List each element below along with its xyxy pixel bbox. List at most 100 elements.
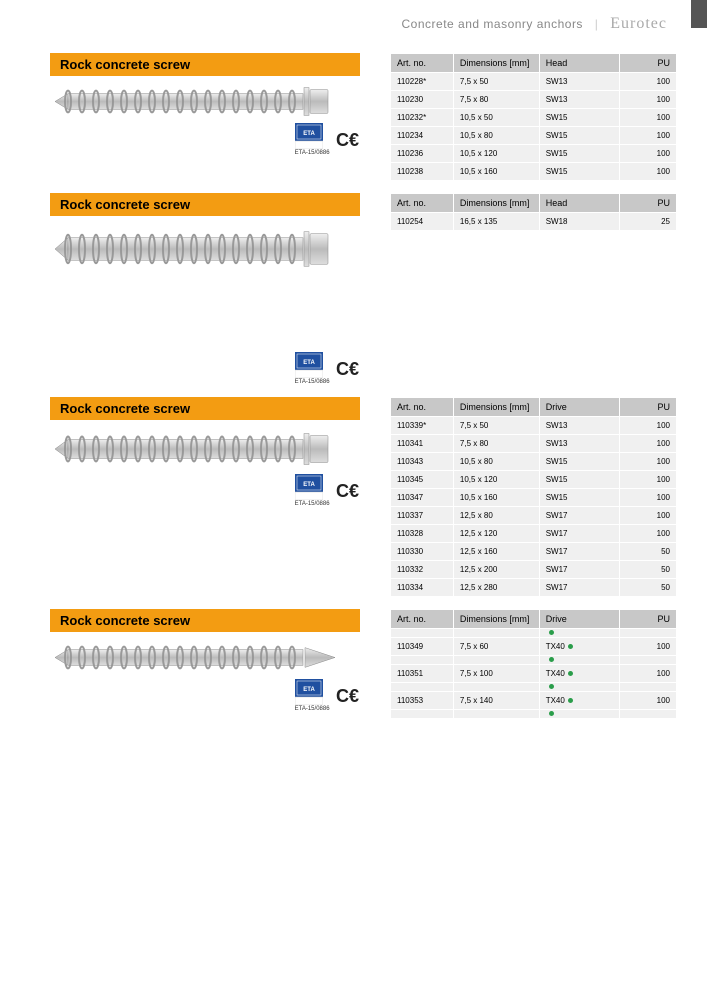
col-header: Art. no. bbox=[391, 54, 454, 73]
table-row: 11033212,5 x 200SW1750 bbox=[391, 561, 677, 579]
cell: 110345 bbox=[391, 471, 454, 489]
col-header: Head bbox=[539, 194, 619, 213]
col-header: Dimensions [mm] bbox=[453, 194, 539, 213]
cell: 12,5 x 200 bbox=[453, 561, 539, 579]
col-header: Art. no. bbox=[391, 194, 454, 213]
screw-image bbox=[50, 640, 390, 675]
cell: TX40 bbox=[539, 692, 619, 710]
cell: 110330 bbox=[391, 543, 454, 561]
dot-icon bbox=[549, 711, 554, 716]
cell: 10,5 x 160 bbox=[453, 489, 539, 507]
cell: 110349 bbox=[391, 638, 454, 656]
dot-icon bbox=[549, 657, 554, 662]
svg-text:C€: C€ bbox=[336, 359, 359, 379]
ce-mark: C€ bbox=[334, 358, 360, 380]
cell: 12,5 x 80 bbox=[453, 507, 539, 525]
cell: 100 bbox=[619, 525, 676, 543]
cell: 110347 bbox=[391, 489, 454, 507]
cell: 100 bbox=[619, 692, 676, 710]
eta-code: ETA-15/0886 bbox=[295, 379, 330, 385]
cell: SW13 bbox=[539, 435, 619, 453]
screw-image bbox=[50, 224, 390, 274]
dot-icon bbox=[568, 644, 573, 649]
table-row: 110339*7,5 x 50SW13100 bbox=[391, 417, 677, 435]
cell: 7,5 x 60 bbox=[453, 638, 539, 656]
cell: 10,5 x 120 bbox=[453, 145, 539, 163]
table-row: 11033412,5 x 280SW1750 bbox=[391, 579, 677, 597]
eta-code: ETA-15/0886 bbox=[295, 706, 330, 712]
table-row: 11023810,5 x 160SW15100 bbox=[391, 163, 677, 181]
cell: 7,5 x 80 bbox=[453, 91, 539, 109]
eta-code: ETA-15/0886 bbox=[295, 501, 330, 507]
table-row: 110232*10,5 x 50SW15100 bbox=[391, 109, 677, 127]
certification-block: ETA ETA-15/0886 C€ bbox=[50, 474, 360, 507]
cell: 110332 bbox=[391, 561, 454, 579]
table-row: 11025416,5 x 135SW1825 bbox=[391, 213, 677, 231]
cell: 10,5 x 120 bbox=[453, 471, 539, 489]
cell: 110353 bbox=[391, 692, 454, 710]
cell: SW17 bbox=[539, 561, 619, 579]
certification-block: ETA ETA-15/0886 C€ bbox=[50, 123, 360, 156]
cell: 110339* bbox=[391, 417, 454, 435]
cell: 100 bbox=[619, 417, 676, 435]
table-row: 110228*7,5 x 50SW13100 bbox=[391, 73, 677, 91]
cell: 110254 bbox=[391, 213, 454, 231]
table-row: 11032812,5 x 120SW17100 bbox=[391, 525, 677, 543]
cell: 16,5 x 135 bbox=[453, 213, 539, 231]
svg-text:C€: C€ bbox=[336, 686, 359, 706]
cell: 100 bbox=[619, 145, 676, 163]
product-section: Rock concrete screw ETA ETA-15/0886 C€ A… bbox=[50, 53, 677, 181]
cell: 10,5 x 50 bbox=[453, 109, 539, 127]
cell: 10,5 x 80 bbox=[453, 127, 539, 145]
cell: 7,5 x 140 bbox=[453, 692, 539, 710]
table-row: 11033712,5 x 80SW17100 bbox=[391, 507, 677, 525]
table-row: 11023410,5 x 80SW15100 bbox=[391, 127, 677, 145]
table-row: 11034710,5 x 160SW15100 bbox=[391, 489, 677, 507]
cell: SW15 bbox=[539, 109, 619, 127]
cell: 110232* bbox=[391, 109, 454, 127]
cell: 110343 bbox=[391, 453, 454, 471]
section-title: Rock concrete screw bbox=[50, 193, 360, 216]
cell: 110236 bbox=[391, 145, 454, 163]
table-row: 1103517,5 x 100TX40100 bbox=[391, 665, 677, 683]
cell: SW18 bbox=[539, 213, 619, 231]
cell: 100 bbox=[619, 127, 676, 145]
table-row: 1103417,5 x 80SW13100 bbox=[391, 435, 677, 453]
cell: 12,5 x 160 bbox=[453, 543, 539, 561]
table-row: 1103497,5 x 60TX40100 bbox=[391, 638, 677, 656]
cell: 50 bbox=[619, 543, 676, 561]
cell: 100 bbox=[619, 163, 676, 181]
cell: 100 bbox=[619, 453, 676, 471]
eta-badge: ETA ETA-15/0886 bbox=[295, 679, 330, 712]
svg-text:ETA: ETA bbox=[303, 131, 315, 137]
dot-icon bbox=[549, 684, 554, 689]
cell: SW15 bbox=[539, 127, 619, 145]
cell: 12,5 x 120 bbox=[453, 525, 539, 543]
table-row: 11034310,5 x 80SW15100 bbox=[391, 453, 677, 471]
spec-table: Art. no.Dimensions [mm]DrivePU 110339*7,… bbox=[390, 397, 677, 597]
spec-table: Art. no.Dimensions [mm]DrivePU 1103497,5… bbox=[390, 609, 677, 719]
cell: TX40 bbox=[539, 665, 619, 683]
cell: SW15 bbox=[539, 145, 619, 163]
col-header: Head bbox=[539, 54, 619, 73]
cell: 7,5 x 80 bbox=[453, 435, 539, 453]
col-header: Drive bbox=[539, 610, 619, 629]
cell: 12,5 x 280 bbox=[453, 579, 539, 597]
eta-badge: ETA ETA-15/0886 bbox=[295, 123, 330, 156]
svg-text:ETA: ETA bbox=[303, 687, 315, 693]
cell: 7,5 x 50 bbox=[453, 417, 539, 435]
ce-mark: C€ bbox=[334, 685, 360, 707]
col-header: PU bbox=[619, 194, 676, 213]
cell: SW15 bbox=[539, 163, 619, 181]
col-header: Dimensions [mm] bbox=[453, 398, 539, 417]
spec-table: Art. no.Dimensions [mm]HeadPU 11025416,5… bbox=[390, 193, 677, 231]
cell: 100 bbox=[619, 435, 676, 453]
cell: 100 bbox=[619, 91, 676, 109]
col-header: PU bbox=[619, 398, 676, 417]
cell: 10,5 x 160 bbox=[453, 163, 539, 181]
cell: 110341 bbox=[391, 435, 454, 453]
cell: SW15 bbox=[539, 471, 619, 489]
cell: SW17 bbox=[539, 507, 619, 525]
cell: 110234 bbox=[391, 127, 454, 145]
table-row: 1103537,5 x 140TX40100 bbox=[391, 692, 677, 710]
